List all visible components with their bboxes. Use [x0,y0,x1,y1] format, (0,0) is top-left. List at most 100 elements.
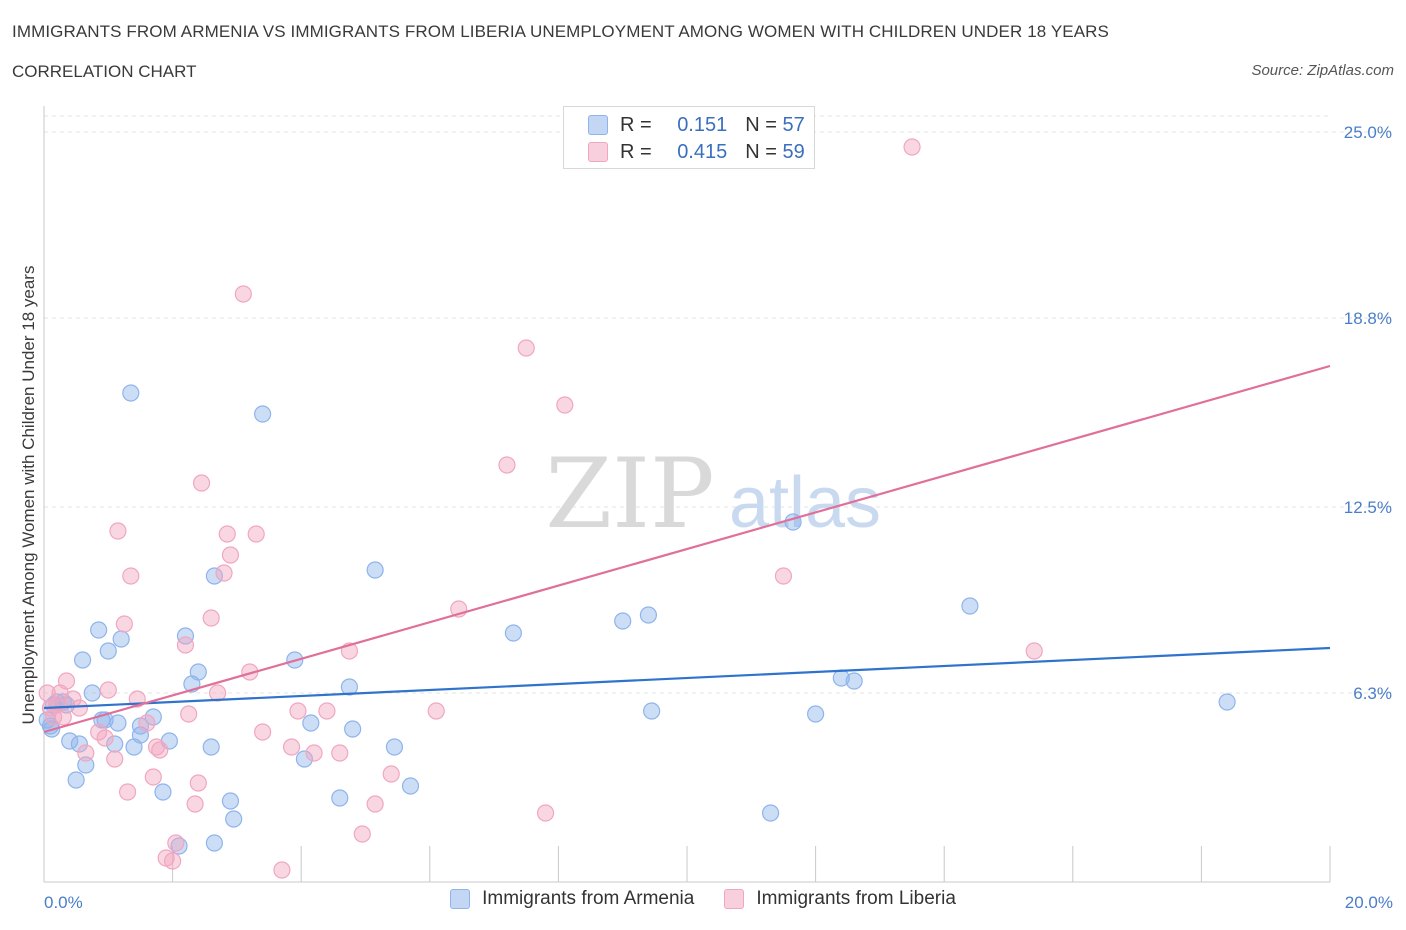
armenia-point [806,705,825,723]
liberia-point [99,681,117,699]
legend-label-liberia: Immigrants from Liberia [756,888,956,909]
legend-row-liberia: R = 0.415 N = 59 [588,140,805,164]
n-label: N = [745,113,783,136]
legend-item-liberia[interactable]: Immigrants from Liberia [724,888,956,910]
liberia-point [221,546,240,564]
r-label: R = [620,113,658,136]
liberia-point [903,138,921,156]
data-points [38,138,1236,879]
liberia-point [1025,642,1043,660]
armenia-point [205,567,223,585]
armenia-point [61,732,79,750]
armenia-point [106,735,124,753]
liberia-point [167,834,185,852]
chart-title: IMMIGRANTS FROM ARMENIA VS IMMIGRANTS FR… [12,22,1109,41]
armenia-point [122,384,140,402]
watermark-zip: ZIP [545,438,714,550]
n-value: 59 [782,140,805,163]
y-tick-label: 12.5% [1344,498,1392,517]
legend-row-armenia: R = 0.151 N = 57 [588,113,805,137]
liberia-point [192,474,211,492]
armenia-point [643,702,661,720]
armenia-point [761,804,780,822]
chart-subtitle: CORRELATION CHART [12,62,197,81]
liberia-point [115,615,133,633]
armenia-point [385,738,404,756]
liberia-point [234,285,252,303]
y-tick-label: 6.3% [1353,684,1392,703]
liberia-point [273,861,291,879]
axes [43,106,1331,883]
liberia-point [215,564,233,582]
liberia-point [318,702,336,720]
liberia-point [109,522,127,540]
armenia-trend-line [43,646,1331,710]
armenia-point [340,678,359,696]
armenia-point [77,756,95,774]
liberia-point [536,804,555,822]
liberia-point [186,795,204,813]
liberia-point [151,741,169,759]
liberia-trend-line [43,364,1331,734]
liberia-point [147,738,166,756]
armenia-point [112,630,130,648]
liberia-point [254,723,272,741]
liberia-point [176,636,195,654]
grid-lines [44,115,1390,694]
armenia-point [67,771,85,789]
liberia-point [382,765,400,783]
armenia-point [639,606,658,624]
tick-labels: 6.3% 12.5% 18.8% 25.0% 0.0% 20.0% [44,123,1393,912]
armenia-point [144,708,162,726]
liberia-point [556,396,574,414]
liberia-point [106,750,124,768]
liberia-point [247,525,265,543]
armenia-point [189,663,207,681]
liberia-point [353,825,371,843]
r-value: 0.151 [677,113,728,136]
liberia-point [90,723,108,741]
armenia-swatch [588,115,608,135]
armenia-point [70,735,88,753]
armenia-point [176,627,195,645]
liberia-point [305,744,323,762]
watermark: ZIP atlas [545,438,881,550]
liberia-point [118,783,137,801]
n-value: 57 [782,113,805,136]
series-legend: Immigrants from Armenia Immigrants from … [0,888,1406,910]
source-label: Source: ZipAtlas.com [1251,62,1394,79]
liberia-swatch [588,142,608,162]
liberia-point [427,702,445,720]
armenia-point [90,621,108,639]
liberia-point [331,744,349,762]
armenia-point [845,672,863,690]
x-tick-label: 20.0% [1345,893,1393,912]
liberia-point [282,738,301,756]
liberia-point [289,702,307,720]
armenia-point [344,720,362,738]
liberia-point [96,729,114,747]
armenia-point [401,777,420,795]
r-label: R = [620,140,658,163]
armenia-point [254,405,272,423]
liberia-point [202,609,220,627]
legend-item-armenia[interactable]: Immigrants from Armenia [450,888,694,910]
armenia-point [202,738,220,756]
liberia-point [366,795,384,813]
armenia-point [225,810,243,828]
liberia-point [164,852,182,870]
liberia-point [45,708,63,726]
armenia-point [109,714,127,732]
armenia-point [614,612,632,630]
liberia-point [774,567,793,585]
trend-lines [43,364,1331,734]
armenia-point [295,750,314,768]
armenia-point [302,714,320,732]
legend-label-armenia: Immigrants from Armenia [482,888,695,909]
liberia-point [517,339,535,357]
liberia-point [57,672,76,690]
liberia-point [70,699,88,717]
armenia-point [205,834,223,852]
correlation-legend: R = 0.151 N = 57 R = 0.415 N = 59 [563,106,815,169]
